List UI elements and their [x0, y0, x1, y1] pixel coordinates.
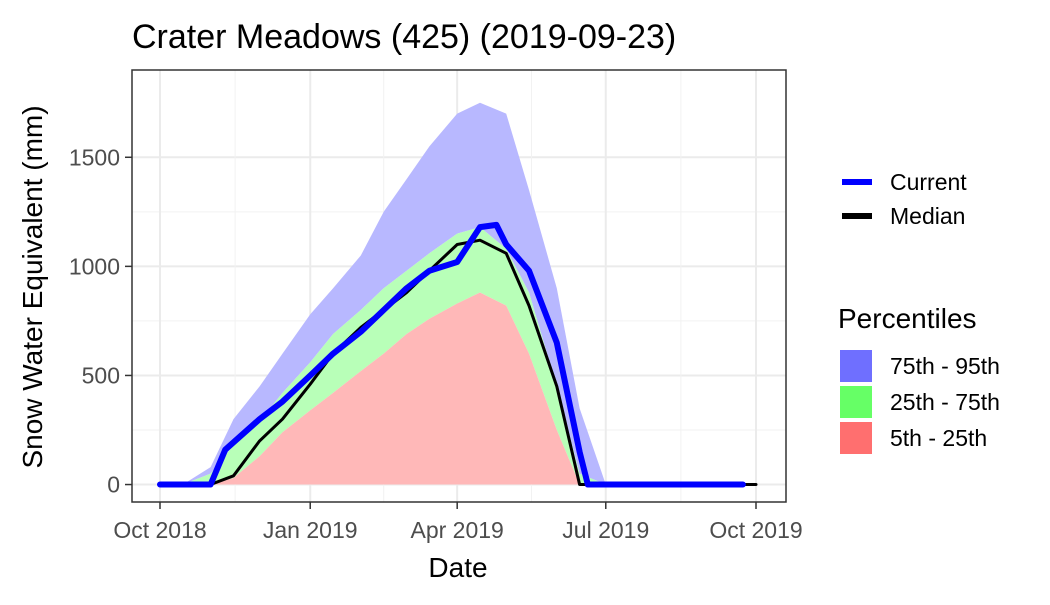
legend: Current Median Percentiles 75th - 95th 25th …	[838, 169, 1000, 454]
plot-border	[131, 69, 787, 503]
chart-title: Crater Meadows (425) (2019-09-23)	[132, 18, 676, 56]
series-line-median	[158, 238, 758, 486]
legend-title-percentiles: Percentiles	[838, 303, 977, 334]
y-tick-label: 500	[82, 362, 120, 388]
x-tick-label: Apr 2019	[411, 517, 504, 543]
legend-label-band: 25th - 75th	[890, 389, 1000, 415]
legend-key-band	[840, 386, 872, 418]
band-25-75	[160, 227, 756, 485]
legend-label-band: 75th - 95th	[890, 353, 1000, 379]
x-tick-label: Jan 2019	[263, 517, 358, 543]
legend-key-band	[840, 422, 872, 454]
axes: 0 500 1000 1500 Oct 2018 Jan 2019 Apr 2019 Jul …	[69, 144, 803, 543]
band-5-25	[160, 292, 756, 485]
x-axis-label: Date	[428, 552, 487, 583]
legend-label-current: Current	[890, 169, 967, 195]
x-tick-label: Oct 2018	[113, 517, 206, 543]
legend-key-band	[840, 350, 872, 382]
band-75-95	[160, 102, 756, 485]
plot-area	[131, 69, 787, 503]
y-tick-label: 1000	[69, 253, 120, 279]
y-axis-label: Snow Water Equivalent (mm)	[17, 105, 48, 468]
legend-label-band: 5th - 25th	[890, 425, 987, 451]
x-tick-label: Jul 2019	[562, 517, 649, 543]
x-tick-label: Oct 2019	[709, 517, 802, 543]
series-line-current	[157, 221, 746, 488]
y-tick-label: 0	[107, 472, 120, 498]
y-tick-label: 1500	[69, 144, 120, 170]
legend-label-median: Median	[890, 203, 965, 229]
